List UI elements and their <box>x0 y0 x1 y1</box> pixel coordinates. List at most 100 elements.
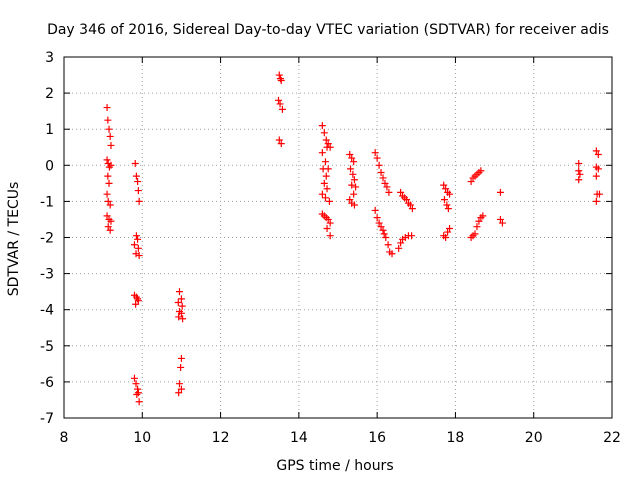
x-tick-label: 10 <box>133 430 151 446</box>
data-point-marker <box>104 197 112 205</box>
data-point-marker <box>133 391 141 399</box>
data-point-marker <box>350 158 358 166</box>
data-point-marker <box>324 215 332 223</box>
data-point-marker <box>348 181 356 189</box>
x-tick-label: 16 <box>368 430 386 446</box>
data-point-marker <box>352 183 360 191</box>
y-tick-label: -1 <box>40 194 54 210</box>
data-point-marker <box>395 244 403 252</box>
data-point-marker <box>347 165 355 173</box>
y-tick-label: -6 <box>40 375 54 391</box>
data-point-marker <box>576 170 584 178</box>
data-point-marker <box>177 309 185 317</box>
data-point-marker <box>106 132 114 140</box>
data-point-marker <box>177 295 185 303</box>
data-point-marker <box>107 161 115 169</box>
y-tick-label: 1 <box>45 122 54 138</box>
data-point-marker <box>103 104 111 112</box>
data-point-marker <box>277 76 285 84</box>
data-point-marker <box>135 398 143 406</box>
data-point-marker <box>322 172 330 180</box>
x-tick-label: 22 <box>603 430 621 446</box>
grid-lines <box>64 57 612 418</box>
data-point-marker <box>177 354 185 362</box>
data-point-marker <box>496 188 504 196</box>
data-point-marker <box>276 100 284 108</box>
data-point-marker <box>373 154 381 162</box>
data-point-marker <box>444 205 452 213</box>
data-point-marker <box>326 219 334 227</box>
data-point-marker <box>130 241 138 249</box>
data-point-marker <box>592 172 600 180</box>
data-point-marker <box>107 141 115 149</box>
data-point-marker <box>318 149 326 157</box>
data-point-marker <box>178 302 186 310</box>
data-point-marker <box>177 385 185 393</box>
data-point-marker <box>324 140 332 148</box>
data-point-marker <box>595 190 603 198</box>
y-tick-label: -4 <box>40 303 54 319</box>
data-point-marker <box>382 234 390 241</box>
data-point-marker <box>105 125 113 133</box>
data-point-marker <box>175 313 183 321</box>
data-point-marker <box>594 150 602 158</box>
data-point-marker <box>446 224 454 232</box>
data-point-marker <box>175 288 183 296</box>
x-tick-label: 14 <box>290 430 308 446</box>
data-point-marker <box>132 300 140 308</box>
data-point-marker <box>103 212 111 220</box>
data-point-marker <box>380 230 388 238</box>
data-point-marker <box>326 143 334 151</box>
data-point-marker <box>373 214 381 222</box>
data-point-marker <box>377 169 385 177</box>
data-point-marker <box>103 190 111 198</box>
data-point-marker <box>406 201 414 209</box>
data-point-marker <box>179 315 187 323</box>
data-point-marker <box>132 232 140 240</box>
x-tick-label: 18 <box>447 430 465 446</box>
data-point-marker <box>477 167 485 175</box>
x-tick-label: 12 <box>212 430 230 446</box>
data-point-marker <box>135 197 143 205</box>
data-point-marker <box>384 241 392 249</box>
data-point-marker <box>594 165 602 173</box>
data-point-marker <box>575 159 583 167</box>
data-point-marker <box>592 147 600 155</box>
data-point-marker <box>132 380 140 388</box>
data-point-marker <box>134 385 142 393</box>
data-point-marker <box>350 176 358 184</box>
data-point-marker <box>442 234 450 241</box>
data-point-marker <box>346 150 354 158</box>
data-point-marker <box>496 215 504 223</box>
data-point-marker <box>385 188 393 196</box>
data-point-marker <box>323 185 331 193</box>
data-point-marker <box>107 217 115 225</box>
data-point-marker <box>408 205 416 213</box>
data-point-marker <box>403 196 410 204</box>
data-point-marker <box>177 363 185 371</box>
data-point-marker <box>473 223 481 231</box>
data-point-marker <box>575 167 583 175</box>
data-point-marker <box>440 196 448 204</box>
data-point-marker <box>408 232 416 240</box>
data-point-marker <box>175 389 183 397</box>
data-point-marker <box>104 116 112 124</box>
data-points <box>103 71 603 406</box>
data-point-marker <box>379 226 387 234</box>
data-point-marker <box>320 179 328 187</box>
data-point-marker <box>321 194 329 202</box>
data-point-marker <box>479 212 487 220</box>
data-point-marker <box>371 206 379 214</box>
data-point-marker <box>446 190 454 198</box>
data-point-marker <box>325 197 333 205</box>
data-point-marker <box>323 224 331 232</box>
data-point-marker <box>134 178 142 186</box>
data-point-marker <box>349 170 357 178</box>
data-point-marker <box>475 217 483 225</box>
data-point-marker <box>444 228 452 236</box>
data-point-marker <box>326 232 334 240</box>
data-point-marker <box>106 201 114 209</box>
